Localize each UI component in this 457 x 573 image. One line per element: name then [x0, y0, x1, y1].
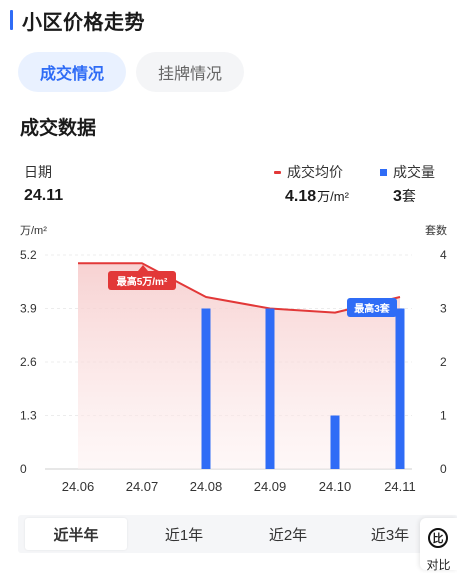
left-tick-label: 1.3: [20, 409, 37, 423]
volume-bar: [330, 415, 340, 469]
price-area: [78, 263, 400, 469]
right-tick-label: 4: [440, 248, 447, 262]
time-range-selector: 近半年 近1年 近2年 近3年: [18, 515, 457, 553]
volume-bar: [395, 308, 405, 469]
range-3-years[interactable]: 近3年: [370, 526, 410, 544]
left-axis-unit: 万/m²: [20, 225, 47, 237]
price-unit: 万/m²: [317, 189, 349, 204]
right-tick-label: 1: [440, 409, 447, 423]
right-tick-label: 3: [440, 302, 447, 316]
x-tick-label: 24.06: [62, 479, 95, 494]
left-tick-label: 0: [20, 462, 27, 476]
section-title: 成交数据: [20, 118, 97, 139]
price-line: [78, 262, 401, 314]
compare-button[interactable]: 比 对比: [420, 518, 457, 572]
tab-transactions[interactable]: 成交情况: [18, 52, 127, 92]
tab-bar: 成交情况 挂牌情况: [18, 52, 245, 92]
legend-square-icon: [380, 168, 387, 176]
x-tick-label: 24.09: [254, 479, 287, 494]
volume-max-tag: [347, 298, 397, 317]
volume-bar: [265, 308, 275, 469]
price-value: 4.18万/m²: [285, 186, 349, 206]
title-accent-bar: [10, 10, 13, 30]
compare-label: 对比: [426, 558, 451, 572]
volume-value: 3套: [393, 186, 416, 206]
legend-price: 成交均价: [274, 162, 343, 182]
right-tick-label: 2: [440, 355, 447, 369]
left-tick-label: 3.9: [20, 302, 37, 316]
volume-max-tag-pointer: [390, 303, 396, 311]
x-tick-label: 24.07: [126, 479, 159, 494]
range-2-years[interactable]: 近2年: [268, 526, 308, 544]
left-tick-label: 2.6: [20, 355, 37, 369]
price-max-tag: [108, 271, 176, 290]
legend-volume: 成交量: [380, 162, 435, 182]
date-label: 日期: [24, 164, 52, 180]
left-tick-label: 5.2: [20, 248, 37, 262]
range-6-months[interactable]: 近半年: [25, 518, 127, 550]
price-number: 4.18: [285, 188, 317, 205]
page-header: 小区价格走势: [10, 6, 145, 34]
price-max-tag-pointer: [138, 265, 148, 271]
legend-price-label: 成交均价: [287, 164, 343, 180]
compare-icon: 比: [428, 528, 448, 548]
volume-max-label: 最高3套: [354, 302, 391, 315]
right-axis-unit: 套数: [425, 224, 447, 237]
range-1-year[interactable]: 近1年: [164, 526, 204, 544]
volume-unit: 套: [401, 188, 416, 204]
legend-volume-label: 成交量: [393, 164, 435, 180]
legend-line-icon: [274, 170, 281, 174]
volume-bar: [201, 308, 211, 469]
right-tick-label: 0: [440, 462, 447, 476]
volume-number: 3: [393, 188, 402, 205]
x-tick-label: 24.08: [190, 479, 223, 494]
page-title: 小区价格走势: [22, 11, 145, 34]
tab-listings[interactable]: 挂牌情况: [136, 52, 245, 92]
date-value: 24.11: [24, 187, 64, 204]
x-tick-label: 24.10: [319, 479, 352, 494]
price-volume-chart[interactable]: 万/m² 套数 5.2 3.9 2.6 1.3 0 4 3 2 1 0 24.06 24.07 24.08 2…: [0, 220, 457, 505]
x-tick-label: 24.11: [384, 479, 416, 494]
price-max-label: 最高5万/m²: [117, 275, 168, 288]
